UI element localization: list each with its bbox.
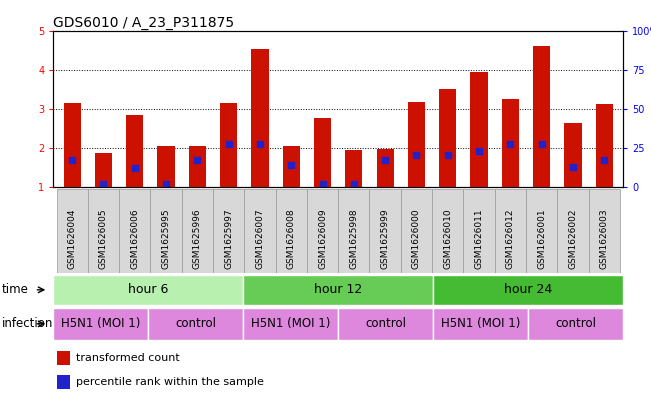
Text: GSM1625997: GSM1625997 <box>224 208 233 269</box>
Text: GDS6010 / A_23_P311875: GDS6010 / A_23_P311875 <box>53 17 234 30</box>
Text: H5N1 (MOI 1): H5N1 (MOI 1) <box>251 317 331 331</box>
Bar <box>528 308 623 340</box>
Text: GSM1626010: GSM1626010 <box>443 208 452 269</box>
Text: GSM1626000: GSM1626000 <box>412 208 421 269</box>
Bar <box>408 102 425 187</box>
Text: GSM1626012: GSM1626012 <box>506 208 515 269</box>
Text: hour 6: hour 6 <box>128 283 169 296</box>
Text: control: control <box>555 317 596 331</box>
Bar <box>307 189 339 273</box>
Bar <box>126 115 143 187</box>
Bar <box>243 308 339 340</box>
Text: percentile rank within the sample: percentile rank within the sample <box>76 377 264 387</box>
Bar <box>370 189 401 273</box>
Bar <box>345 150 363 187</box>
Bar <box>433 275 623 305</box>
Text: GSM1625995: GSM1625995 <box>161 208 171 269</box>
Bar <box>57 189 88 273</box>
Bar <box>596 105 613 187</box>
Bar <box>502 99 519 187</box>
Bar <box>339 308 433 340</box>
Bar <box>244 189 275 273</box>
Text: infection: infection <box>2 317 53 331</box>
Text: GSM1626008: GSM1626008 <box>286 208 296 269</box>
Bar <box>243 275 433 305</box>
Bar <box>158 146 174 187</box>
Bar <box>564 123 581 187</box>
Text: control: control <box>175 317 216 331</box>
Bar <box>182 189 213 273</box>
Text: GSM1626009: GSM1626009 <box>318 208 327 269</box>
Text: GSM1626002: GSM1626002 <box>568 208 577 269</box>
Text: transformed count: transformed count <box>76 353 179 363</box>
Bar <box>53 308 148 340</box>
Text: GSM1625996: GSM1625996 <box>193 208 202 269</box>
Text: GSM1626006: GSM1626006 <box>130 208 139 269</box>
Text: GSM1626011: GSM1626011 <box>475 208 484 269</box>
Bar <box>95 152 112 187</box>
Bar <box>213 189 244 273</box>
Text: GSM1626003: GSM1626003 <box>600 208 609 269</box>
Text: GSM1626001: GSM1626001 <box>537 208 546 269</box>
Text: GSM1625999: GSM1625999 <box>381 208 390 269</box>
Text: hour 12: hour 12 <box>314 283 363 296</box>
Bar <box>314 118 331 187</box>
Bar <box>148 308 243 340</box>
Bar <box>119 189 150 273</box>
Bar <box>376 149 394 187</box>
Bar <box>471 72 488 187</box>
Bar <box>189 146 206 187</box>
Text: GSM1626005: GSM1626005 <box>99 208 108 269</box>
Bar <box>433 308 528 340</box>
Text: GSM1626007: GSM1626007 <box>255 208 264 269</box>
Bar <box>88 189 119 273</box>
Bar <box>57 375 70 389</box>
Bar <box>439 89 456 187</box>
Text: GSM1625998: GSM1625998 <box>350 208 358 269</box>
Bar <box>533 46 550 187</box>
Bar <box>150 189 182 273</box>
Bar <box>275 189 307 273</box>
Bar <box>557 189 589 273</box>
Bar <box>283 146 300 187</box>
Bar <box>339 189 370 273</box>
Bar <box>526 189 557 273</box>
Bar <box>432 189 464 273</box>
Text: control: control <box>365 317 406 331</box>
Bar <box>464 189 495 273</box>
Text: H5N1 (MOI 1): H5N1 (MOI 1) <box>441 317 520 331</box>
Text: time: time <box>2 283 29 296</box>
Bar <box>57 351 70 365</box>
Text: GSM1626004: GSM1626004 <box>68 208 77 269</box>
Bar <box>220 103 237 187</box>
Bar <box>251 49 269 187</box>
Bar <box>64 103 81 187</box>
Bar <box>495 189 526 273</box>
Text: H5N1 (MOI 1): H5N1 (MOI 1) <box>61 317 141 331</box>
Bar <box>589 189 620 273</box>
Bar <box>401 189 432 273</box>
Text: hour 24: hour 24 <box>504 283 552 296</box>
Bar <box>53 275 243 305</box>
